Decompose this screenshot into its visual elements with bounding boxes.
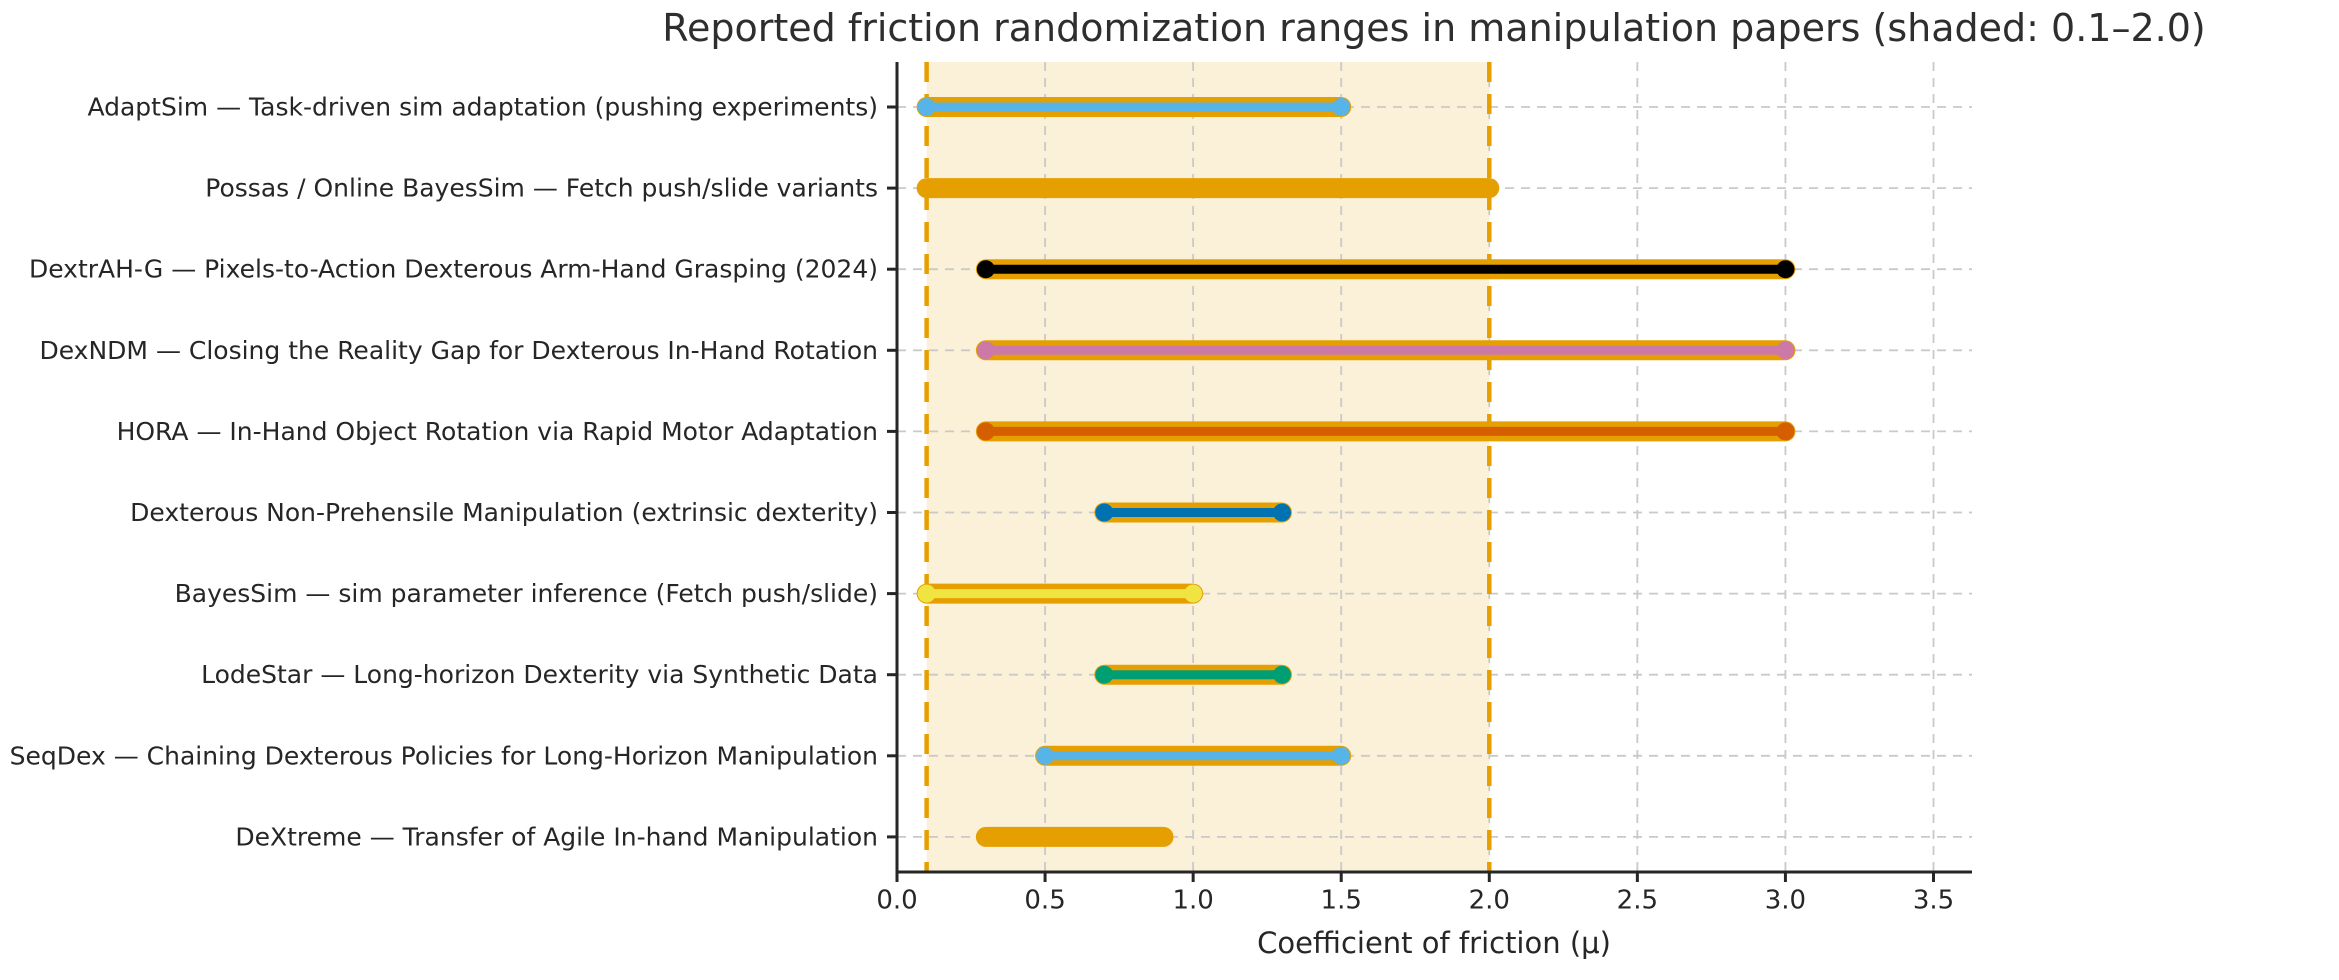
x-tick-label: 1.0 bbox=[1172, 885, 1213, 915]
range-max-dot bbox=[1776, 341, 1795, 360]
x-tick-label: 2.5 bbox=[1617, 885, 1658, 915]
range-min-dot bbox=[917, 584, 936, 603]
range-max-dot bbox=[1332, 746, 1351, 765]
range-min-dot bbox=[976, 260, 995, 279]
x-tick-label: 0.0 bbox=[876, 885, 917, 915]
row-label: SeqDex — Chaining Dexterous Policies for… bbox=[10, 741, 878, 770]
row-label: AdaptSim — Task-driven sim adaptation (p… bbox=[87, 93, 878, 122]
row-label: LodeStar — Long-horizon Dexterity via Sy… bbox=[201, 660, 878, 689]
range-max-dot bbox=[1272, 503, 1291, 522]
range-max-dot bbox=[1480, 179, 1499, 198]
row-label: DeXtreme — Transfer of Agile In-hand Man… bbox=[235, 822, 878, 851]
row-label: Possas / Online BayesSim — Fetch push/sl… bbox=[205, 174, 878, 203]
row-label: DextrAH-G — Pixels-to-Action Dexterous A… bbox=[29, 255, 878, 284]
range-min-dot bbox=[917, 98, 936, 116]
row-label: DexNDM — Closing the Reality Gap for Dex… bbox=[39, 336, 878, 365]
range-min-dot bbox=[1095, 503, 1114, 522]
x-tick-label: 2.0 bbox=[1469, 885, 1510, 915]
range-max-dot bbox=[1184, 584, 1203, 603]
range-max-dot bbox=[1332, 98, 1351, 116]
range-min-dot bbox=[976, 827, 995, 846]
range-min-dot bbox=[976, 422, 995, 441]
x-tick-label: 0.5 bbox=[1024, 885, 1065, 915]
x-tick-label: 1.5 bbox=[1321, 885, 1362, 915]
row-label: HORA — In-Hand Object Rotation via Rapid… bbox=[117, 417, 878, 446]
range-min-dot bbox=[976, 341, 995, 360]
x-tick-label: 3.5 bbox=[1913, 885, 1954, 915]
range-min-dot bbox=[1095, 665, 1114, 684]
range-min-dot bbox=[1036, 746, 1055, 765]
range-max-dot bbox=[1776, 422, 1795, 441]
range-max-dot bbox=[1776, 260, 1795, 279]
range-min-dot bbox=[917, 179, 936, 198]
row-label: Dexterous Non-Prehensile Manipulation (e… bbox=[130, 498, 878, 527]
x-tick-label: 3.0 bbox=[1765, 885, 1806, 915]
row-label: BayesSim — sim parameter inference (Fetc… bbox=[175, 579, 878, 608]
chart-title: Reported friction randomization ranges i… bbox=[662, 6, 2206, 50]
range-max-dot bbox=[1154, 827, 1173, 846]
x-axis-label: Coefficient of friction (μ) bbox=[1257, 926, 1611, 960]
range-max-dot bbox=[1272, 665, 1291, 684]
